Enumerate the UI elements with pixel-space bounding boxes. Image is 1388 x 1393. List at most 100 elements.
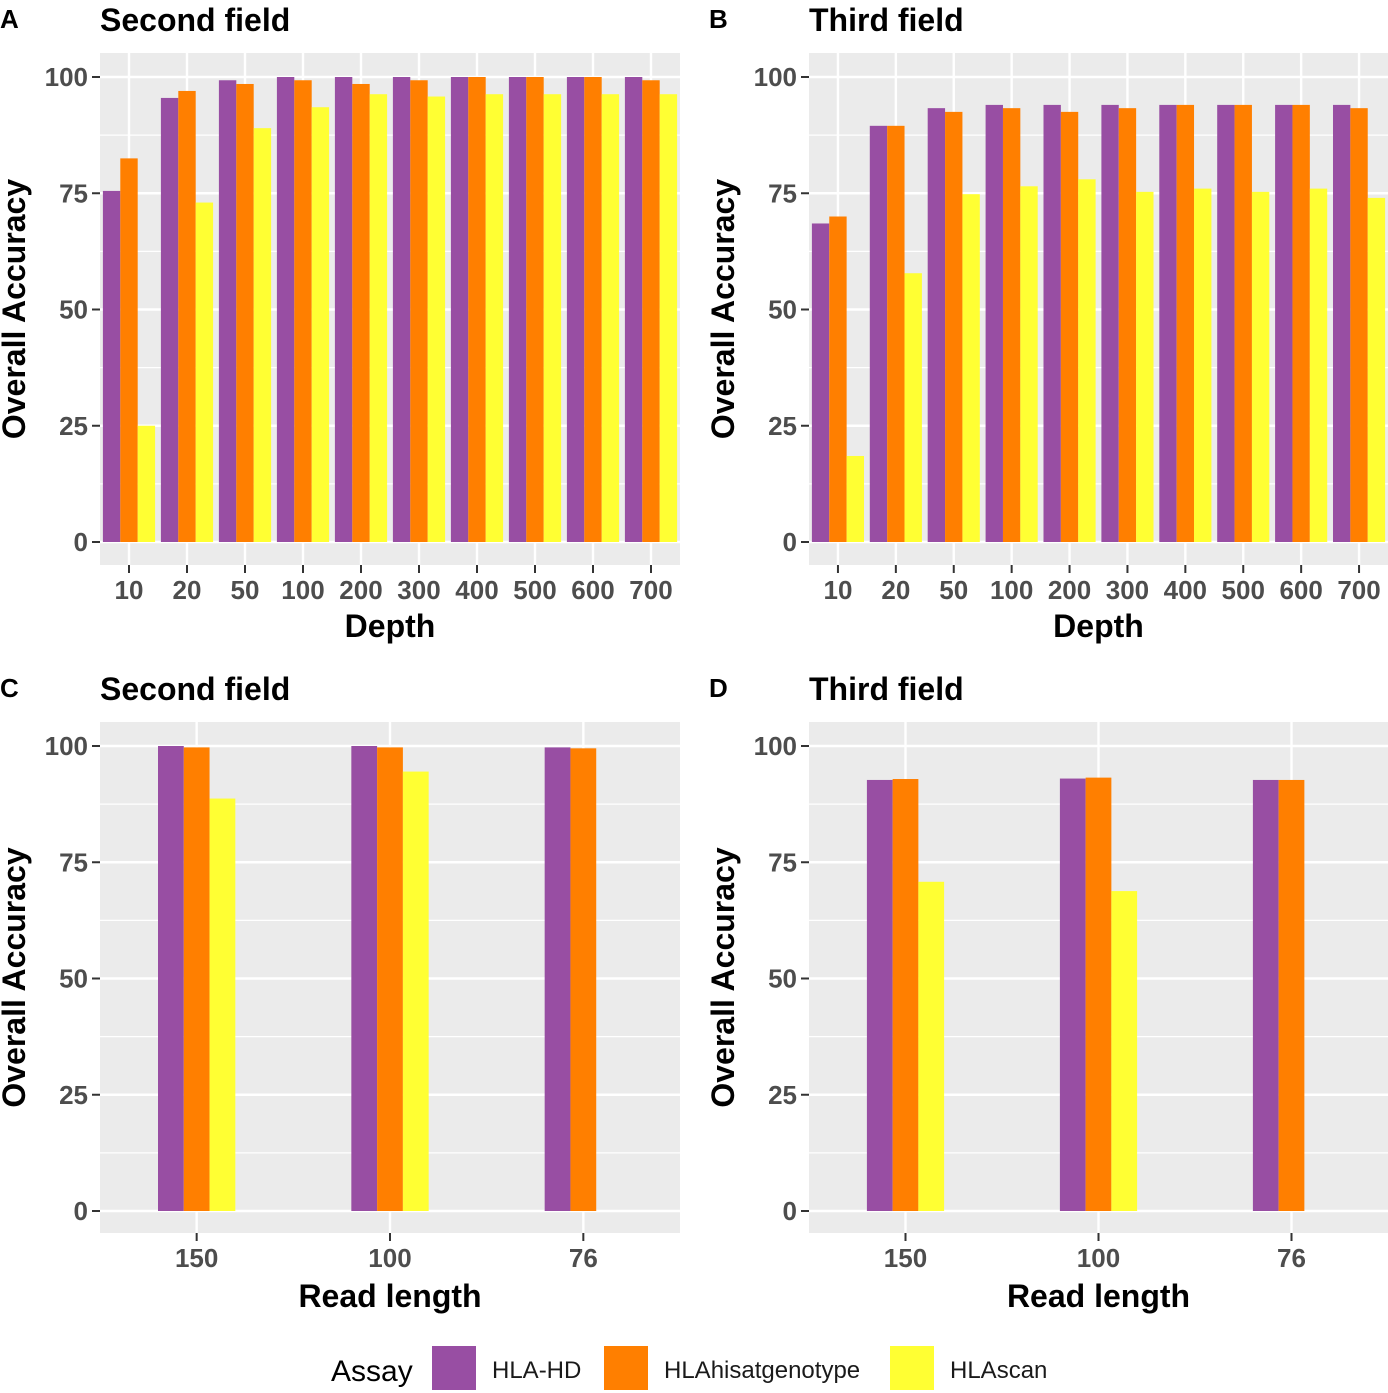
bar-hlahisatgenotype bbox=[887, 125, 905, 542]
x-tick-label: 500 bbox=[513, 575, 556, 605]
legend-title: Assay bbox=[331, 1355, 413, 1388]
bar-hlahisatgenotype bbox=[829, 216, 847, 542]
panel-b: B Third field 0 25 50 75 100 10 20 50 100 200 300 400… bbox=[705, 2, 1388, 644]
bar-hla-hd bbox=[1059, 778, 1086, 1211]
panel-title: Third field bbox=[809, 671, 964, 707]
bar-hlahisatgenotype bbox=[1176, 104, 1195, 543]
x-tick-label: 400 bbox=[455, 575, 498, 605]
bar-hlascan bbox=[209, 798, 236, 1211]
bar-hlascan bbox=[1078, 179, 1096, 543]
x-tick-label: 700 bbox=[629, 575, 672, 605]
x-tick-label: 100 bbox=[368, 1243, 411, 1273]
y-tick-label: 100 bbox=[754, 731, 797, 761]
y-axis-title: Overall Accuracy bbox=[0, 847, 32, 1108]
y-tick-label: 25 bbox=[768, 411, 797, 441]
bar-hla-hd bbox=[1101, 104, 1119, 543]
legend-key bbox=[604, 1346, 648, 1390]
bar-hla-hd bbox=[1275, 104, 1293, 543]
bar-hlahisatgenotype bbox=[1060, 111, 1079, 542]
bar-hlahisatgenotype bbox=[377, 747, 403, 1211]
bar-hlahisatgenotype bbox=[1278, 779, 1305, 1211]
x-tick-label: 600 bbox=[1279, 575, 1322, 605]
y-tick-label: 75 bbox=[768, 847, 797, 877]
x-tick-label: 50 bbox=[231, 575, 260, 605]
x-tick-label: 700 bbox=[1337, 575, 1380, 605]
bar-hlahisatgenotype bbox=[294, 80, 312, 542]
y-axis-title: Overall Accuracy bbox=[0, 179, 32, 440]
bar-hlahisatgenotype bbox=[642, 80, 660, 542]
bar-hlascan bbox=[543, 94, 562, 542]
y-tick-label: 75 bbox=[59, 847, 88, 877]
x-tick-label: 200 bbox=[339, 575, 382, 605]
bar-hla-hd bbox=[508, 77, 527, 542]
bar-hla-hd bbox=[334, 77, 353, 542]
y-tick-label: 100 bbox=[754, 62, 797, 92]
x-tick-label: 76 bbox=[569, 1243, 598, 1273]
bar-hlascan bbox=[1020, 186, 1038, 542]
bar-hlascan bbox=[137, 425, 156, 542]
y-tick-label: 100 bbox=[45, 731, 88, 761]
bar-hla-hd bbox=[351, 746, 378, 1211]
bar-hla-hd bbox=[158, 746, 184, 1211]
x-tick-label: 150 bbox=[884, 1243, 927, 1273]
y-tick-label: 25 bbox=[768, 1080, 797, 1110]
bar-hla-hd bbox=[866, 779, 893, 1211]
y-tick-label: 75 bbox=[768, 178, 797, 208]
x-tick-label: 400 bbox=[1164, 575, 1207, 605]
y-tick-label: 50 bbox=[768, 964, 797, 994]
panel-letter: C bbox=[0, 673, 19, 703]
panel-letter: A bbox=[0, 4, 19, 34]
bar-hlahisatgenotype bbox=[120, 158, 138, 542]
bar-hlascan bbox=[427, 96, 446, 542]
panel-a: A Second field 0 25 50 75 100 10 20 50 100 200 300 40… bbox=[0, 2, 680, 644]
x-tick-label: 50 bbox=[939, 575, 968, 605]
x-axis-title: Read length bbox=[298, 1278, 481, 1314]
x-axis-title: Depth bbox=[345, 608, 436, 644]
y-tick-label: 0 bbox=[783, 1196, 797, 1226]
bar-hlascan bbox=[1111, 891, 1138, 1211]
bar-hlahisatgenotype bbox=[1118, 108, 1137, 542]
bar-hla-hd bbox=[811, 223, 830, 542]
y-tick-label: 0 bbox=[783, 527, 797, 557]
bar-hlahisatgenotype bbox=[1085, 777, 1112, 1211]
panel-title: Second field bbox=[100, 2, 290, 38]
bar-hla-hd bbox=[218, 80, 237, 542]
bar-hla-hd bbox=[1043, 104, 1061, 543]
y-axis-title: Overall Accuracy bbox=[705, 179, 741, 440]
bar-hlahisatgenotype bbox=[236, 83, 254, 542]
bar-hla-hd bbox=[566, 77, 585, 542]
bar-hlascan bbox=[402, 771, 429, 1211]
bar-hlascan bbox=[846, 455, 865, 542]
panel-c: C Second field 0 25 50 75 100 150 100 76 Read leng… bbox=[0, 671, 680, 1314]
x-tick-label: 600 bbox=[571, 575, 614, 605]
y-tick-label: 25 bbox=[59, 411, 88, 441]
bar-hlascan bbox=[253, 128, 272, 542]
panel-d: D Third field 0 25 50 75 100 150 100 76 Read lengt… bbox=[705, 671, 1388, 1314]
y-tick-label: 50 bbox=[768, 295, 797, 325]
legend-key bbox=[890, 1346, 934, 1390]
bar-hlascan bbox=[1309, 188, 1328, 542]
bar-hlahisatgenotype bbox=[584, 77, 602, 542]
x-tick-label: 100 bbox=[990, 575, 1033, 605]
bar-hla-hd bbox=[869, 125, 888, 542]
x-tick-label: 300 bbox=[1106, 575, 1149, 605]
bar-hla-hd bbox=[450, 77, 469, 542]
y-tick-label: 0 bbox=[74, 527, 88, 557]
bar-hlahisatgenotype bbox=[570, 748, 597, 1211]
y-tick-label: 50 bbox=[59, 295, 88, 325]
x-tick-label: 10 bbox=[823, 575, 852, 605]
bar-hlascan bbox=[1251, 191, 1270, 543]
bar-hla-hd bbox=[102, 190, 121, 543]
bar-hlahisatgenotype bbox=[526, 77, 544, 542]
bar-hlahisatgenotype bbox=[892, 779, 919, 1211]
x-tick-label: 500 bbox=[1222, 575, 1265, 605]
x-axis-title: Read length bbox=[1007, 1278, 1190, 1314]
bar-hlascan bbox=[1194, 188, 1212, 542]
bar-hlascan bbox=[918, 881, 945, 1211]
bar-hlascan bbox=[659, 94, 678, 542]
bar-hla-hd bbox=[985, 104, 1003, 543]
x-tick-label: 76 bbox=[1277, 1243, 1306, 1273]
bar-hla-hd bbox=[392, 77, 411, 542]
y-tick-label: 50 bbox=[59, 964, 88, 994]
